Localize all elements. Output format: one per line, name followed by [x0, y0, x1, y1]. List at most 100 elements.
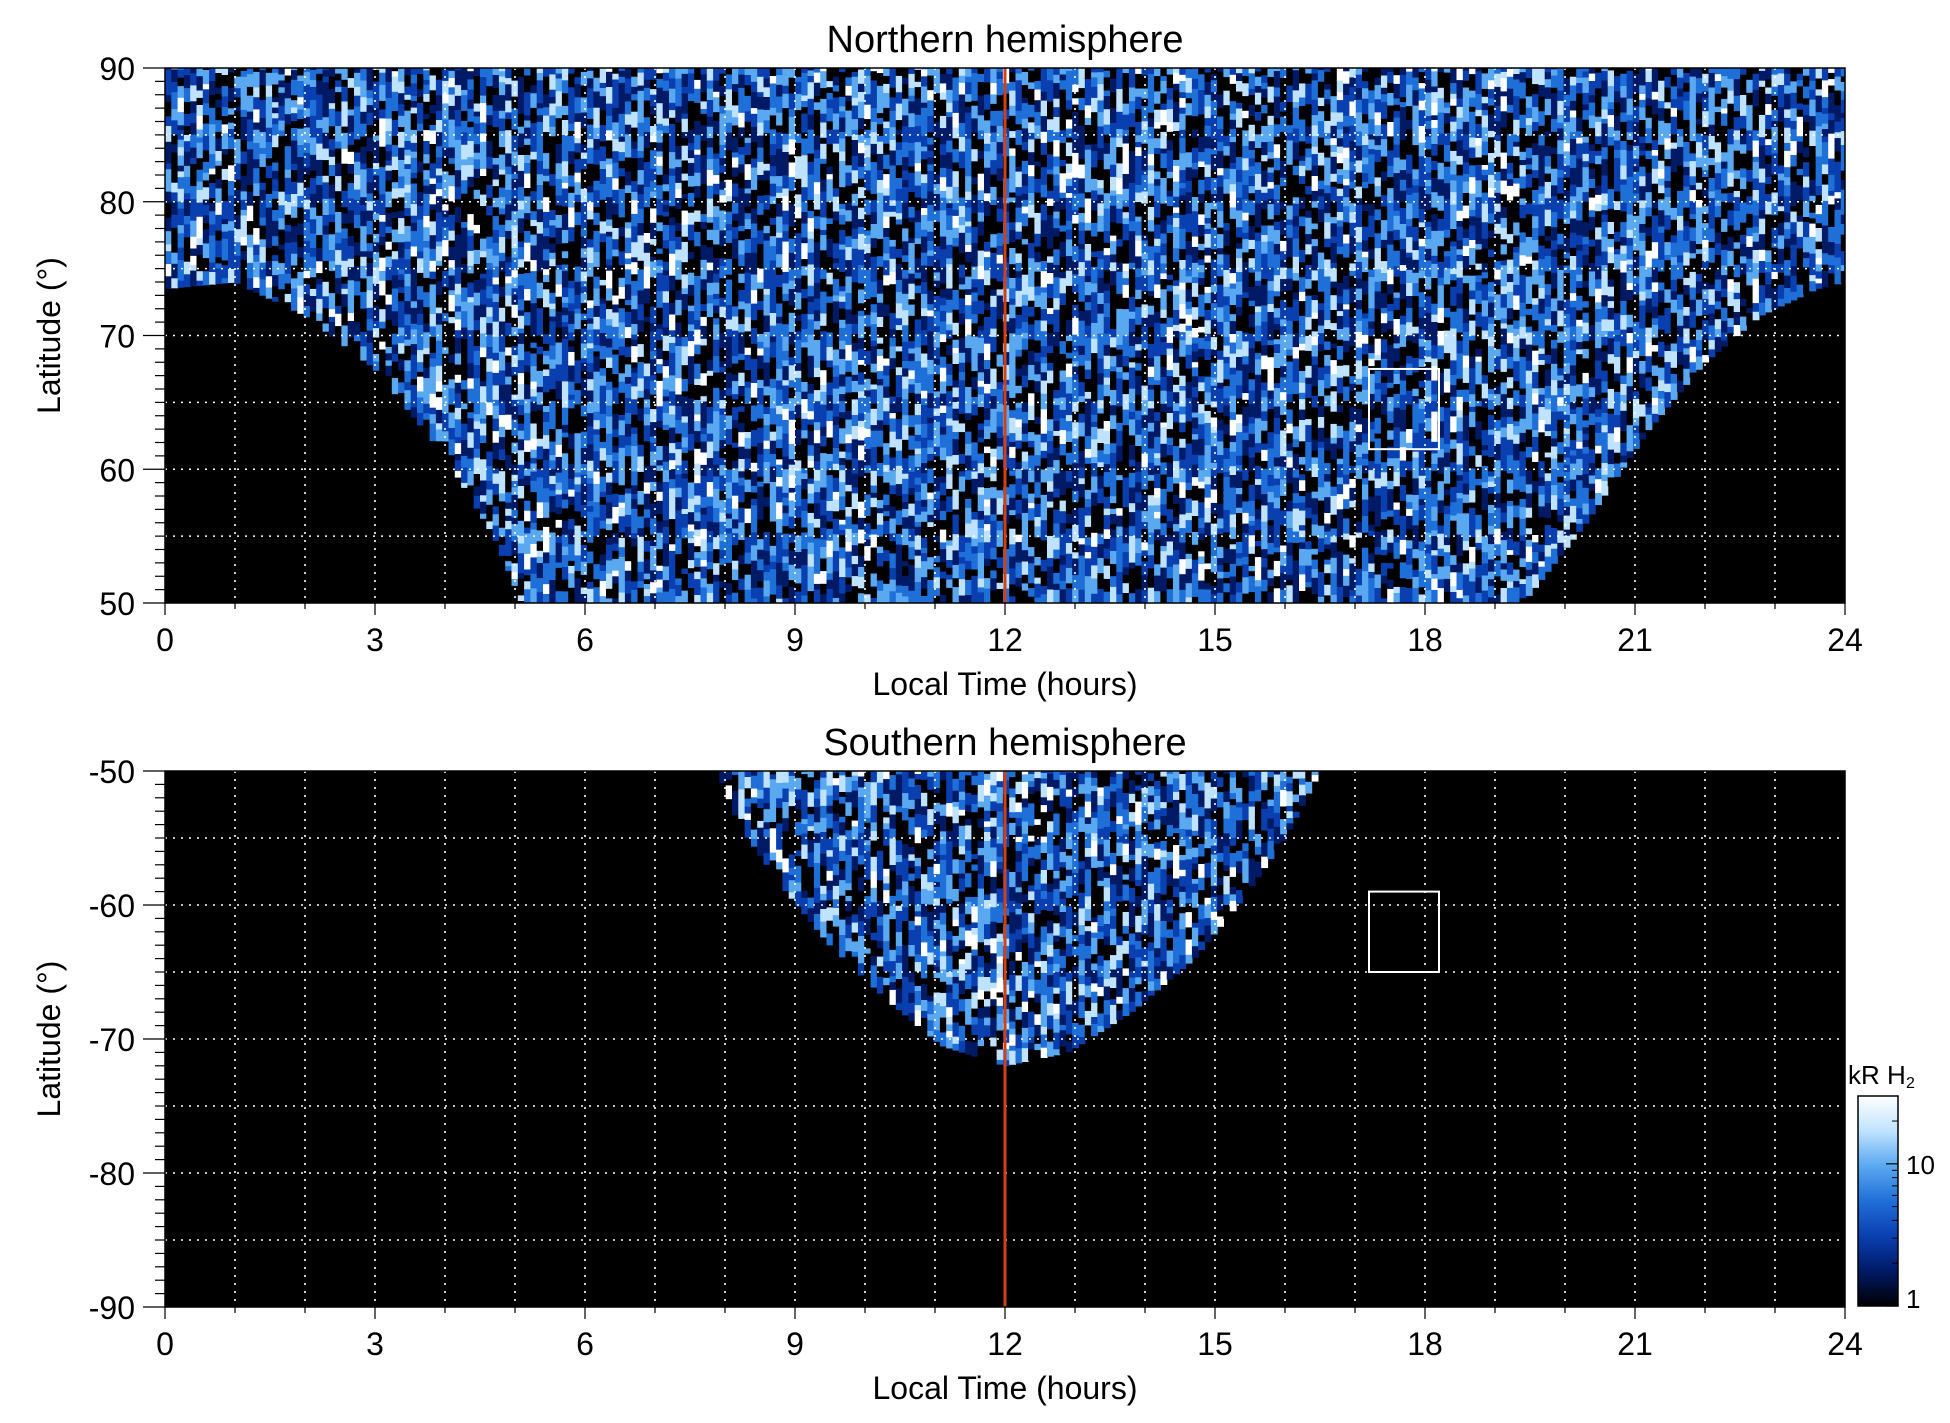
heatmap-cell: [706, 294, 714, 304]
heatmap-cell: [442, 441, 450, 457]
heatmap-cell: [839, 151, 846, 161]
heatmap-cell: [732, 116, 739, 126]
heatmap-cell: [435, 110, 443, 120]
heatmap-cell: [757, 91, 765, 97]
heatmap-cell: [914, 141, 922, 153]
heatmap-cell: [908, 590, 916, 603]
heatmap-cell: [839, 417, 846, 429]
heatmap-cell: [845, 151, 853, 166]
heatmap-cell: [713, 464, 720, 477]
heatmap-cell: [391, 241, 399, 252]
heatmap-cell: [681, 460, 689, 469]
heatmap-cell: [725, 594, 733, 603]
heatmap-cell: [309, 99, 317, 116]
heatmap-cell: [372, 213, 380, 220]
heatmap-cell: [820, 426, 828, 436]
heatmap-cell: [234, 110, 242, 128]
heatmap-cell: [807, 430, 815, 446]
heatmap-cell: [839, 301, 846, 309]
heatmap-cell: [725, 328, 733, 337]
heatmap-cell: [530, 543, 538, 558]
heatmap-cell: [889, 446, 897, 458]
heatmap-cell: [561, 380, 569, 394]
heatmap-cell: [341, 276, 349, 284]
heatmap-cell: [732, 532, 739, 546]
heatmap-cell: [240, 175, 248, 192]
heatmap-cell: [530, 225, 538, 235]
heatmap-cell: [549, 209, 557, 221]
heatmap-cell: [700, 183, 708, 191]
heatmap-cell: [543, 474, 550, 489]
heatmap-cell: [889, 328, 897, 338]
heatmap-cell: [656, 156, 664, 166]
heatmap-cell: [265, 219, 273, 234]
heatmap-cell: [593, 536, 601, 550]
heatmap-cell: [687, 498, 695, 513]
heatmap-cell: [486, 73, 494, 87]
heatmap-cell: [234, 275, 242, 284]
heatmap-cell: [864, 199, 872, 215]
heatmap-cell: [858, 426, 865, 441]
heatmap-cell: [606, 381, 613, 391]
heatmap-cell: [228, 220, 235, 231]
heatmap-cell: [656, 248, 664, 254]
heatmap-cell: [921, 293, 928, 309]
heatmap-cell: [788, 379, 796, 388]
heatmap-cell: [700, 303, 708, 311]
heatmap-cell: [883, 195, 891, 212]
heatmap-cell: [530, 522, 538, 530]
heatmap-cell: [876, 419, 884, 431]
heatmap-cell: [694, 399, 702, 415]
heatmap-cell: [221, 168, 229, 180]
heatmap-cell: [687, 567, 695, 574]
heatmap-cell: [687, 355, 695, 364]
heatmap-cell: [555, 264, 563, 270]
heatmap-cell: [498, 482, 506, 494]
heatmap-cell: [782, 433, 790, 449]
heatmap-cell: [530, 210, 538, 220]
heatmap-cell: [177, 68, 185, 70]
heatmap-cell: [404, 359, 412, 372]
heatmap-cell: [454, 382, 462, 394]
heatmap-cell: [467, 235, 475, 251]
heatmap-cell: [624, 221, 632, 229]
heatmap-cell: [851, 532, 859, 546]
heatmap-cell: [171, 277, 179, 289]
heatmap-cell: [662, 519, 670, 527]
heatmap-cell: [769, 94, 777, 108]
heatmap-cell: [309, 79, 317, 87]
heatmap-cell: [675, 361, 683, 379]
heatmap-cell: [839, 244, 846, 250]
heatmap-cell: [776, 112, 783, 126]
heatmap-cell: [914, 347, 922, 362]
heatmap-cell: [807, 231, 815, 239]
heatmap-cell: [694, 68, 702, 80]
heatmap-cell: [599, 279, 607, 286]
heatmap-cell: [177, 171, 185, 178]
heatmap-cell: [788, 364, 796, 381]
heatmap-cell: [776, 368, 783, 381]
heatmap-cell: [763, 170, 771, 181]
heatmap-cell: [492, 533, 500, 541]
heatmap-cell: [202, 270, 210, 286]
heatmap-cell: [776, 253, 783, 268]
heatmap-cell: [480, 501, 487, 514]
heatmap-cell: [360, 234, 368, 252]
heatmap-cell: [599, 564, 607, 571]
heatmap-cell: [505, 137, 513, 154]
heatmap-cell: [782, 597, 790, 603]
heatmap-cell: [738, 385, 746, 396]
heatmap-cell: [851, 451, 859, 459]
heatmap-cell: [706, 68, 714, 81]
heatmap-cell: [826, 453, 834, 462]
heatmap-cell: [656, 290, 664, 308]
heatmap-cell: [656, 184, 664, 200]
heatmap-cell: [895, 119, 903, 130]
heatmap-cell: [801, 478, 809, 490]
heatmap-cell: [656, 459, 664, 466]
heatmap-cell: [643, 457, 651, 466]
heatmap-cell: [618, 354, 626, 367]
heatmap-cell: [732, 597, 739, 603]
heatmap-cell: [328, 233, 336, 250]
heatmap-cell: [669, 217, 676, 226]
